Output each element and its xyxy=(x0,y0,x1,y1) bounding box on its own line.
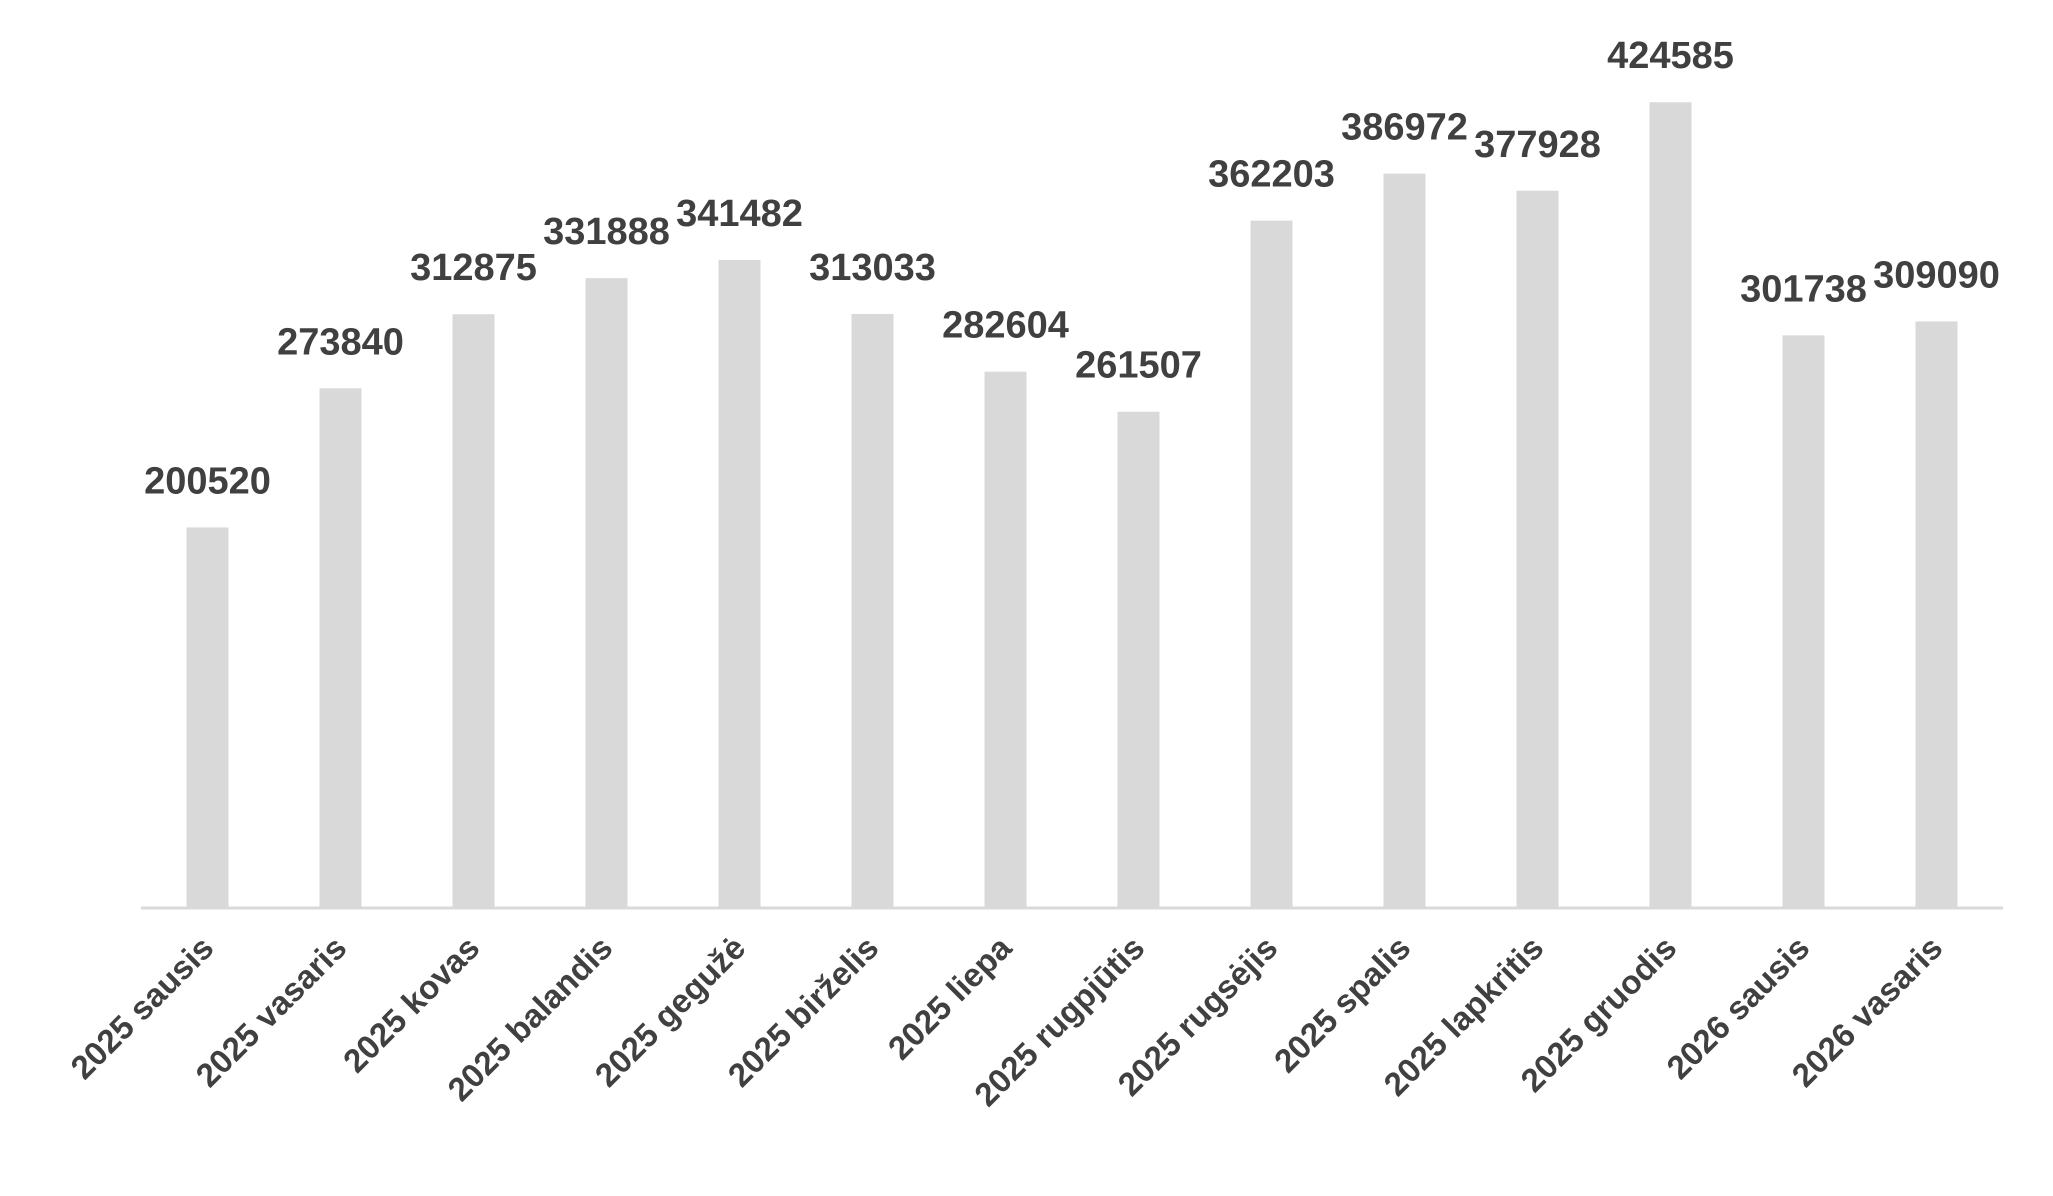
bar xyxy=(718,259,761,908)
bar xyxy=(1117,411,1160,908)
data-label: 377928 xyxy=(1474,124,1601,166)
data-label: 309090 xyxy=(1873,254,2000,296)
bar xyxy=(851,313,894,908)
bar xyxy=(1383,173,1426,908)
bar xyxy=(186,527,229,908)
bar xyxy=(452,314,495,908)
x-tick-label: 2025 liepa xyxy=(881,928,1019,1066)
data-label: 313033 xyxy=(809,247,936,289)
bar xyxy=(1915,321,1958,908)
bar xyxy=(585,278,628,908)
data-label: 282604 xyxy=(942,305,1069,347)
data-label: 331888 xyxy=(543,211,670,253)
data-label: 312875 xyxy=(410,247,537,289)
data-label: 362203 xyxy=(1208,154,1335,196)
data-label: 301738 xyxy=(1740,268,1867,310)
data-label: 341482 xyxy=(676,193,803,235)
data-label: 261507 xyxy=(1075,345,1202,387)
data-label: 200520 xyxy=(144,460,271,502)
bar xyxy=(984,371,1027,908)
bar xyxy=(1782,335,1825,909)
bar xyxy=(319,388,362,909)
bar xyxy=(1649,102,1692,908)
data-label: 386972 xyxy=(1341,107,1468,149)
bar xyxy=(1516,190,1559,909)
data-label: 424585 xyxy=(1607,35,1734,77)
data-label: 273840 xyxy=(277,321,404,363)
bar xyxy=(1250,220,1293,908)
